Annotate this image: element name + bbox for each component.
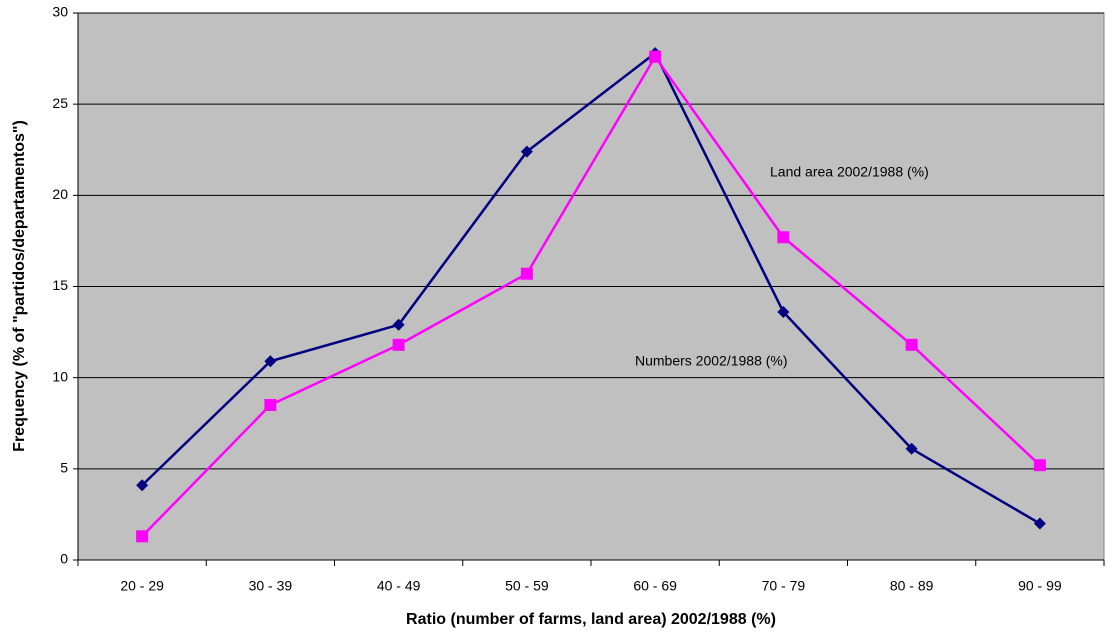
- x-tick-label: 20 - 29: [120, 578, 164, 594]
- y-tick-label: 15: [52, 277, 68, 293]
- marker: [905, 338, 918, 351]
- x-axis-title: Ratio (number of farms, land area) 2002/…: [406, 611, 776, 628]
- marker: [392, 338, 405, 351]
- series-line: [141, 54, 1041, 538]
- y-tick-label: 10: [52, 368, 68, 384]
- y-axis-title: Frequency (% of "partidos/departamentos"…: [11, 120, 28, 452]
- marker: [649, 50, 662, 63]
- marker: [905, 442, 918, 455]
- marker: [1033, 517, 1046, 530]
- x-tick-label: 50 - 59: [505, 578, 549, 594]
- marker: [136, 479, 149, 492]
- marker: [264, 355, 277, 368]
- x-tick-label: 60 - 69: [633, 578, 677, 594]
- x-tick-label: 80 - 89: [890, 578, 934, 594]
- series-line: [141, 51, 1041, 525]
- x-tick-label: 40 - 49: [377, 578, 421, 594]
- marker: [264, 399, 277, 412]
- marker: [777, 306, 790, 319]
- marker: [392, 318, 405, 331]
- y-tick-label: 20: [52, 186, 68, 202]
- marker: [136, 530, 149, 543]
- marker: [520, 267, 533, 280]
- x-tick-label: 90 - 99: [1018, 578, 1062, 594]
- x-tick-label: 70 - 79: [762, 578, 806, 594]
- y-tick-label: 5: [60, 460, 68, 476]
- x-tick-label: 30 - 39: [249, 578, 293, 594]
- marker: [520, 145, 533, 158]
- y-tick-label: 0: [60, 551, 68, 567]
- series-label: Numbers 2002/1988 (%): [635, 353, 788, 369]
- y-tick-label: 30: [52, 4, 68, 20]
- marker: [1033, 459, 1046, 472]
- y-tick-label: 25: [52, 95, 68, 111]
- series-label: Land area 2002/1988 (%): [770, 164, 929, 180]
- marker: [777, 231, 790, 244]
